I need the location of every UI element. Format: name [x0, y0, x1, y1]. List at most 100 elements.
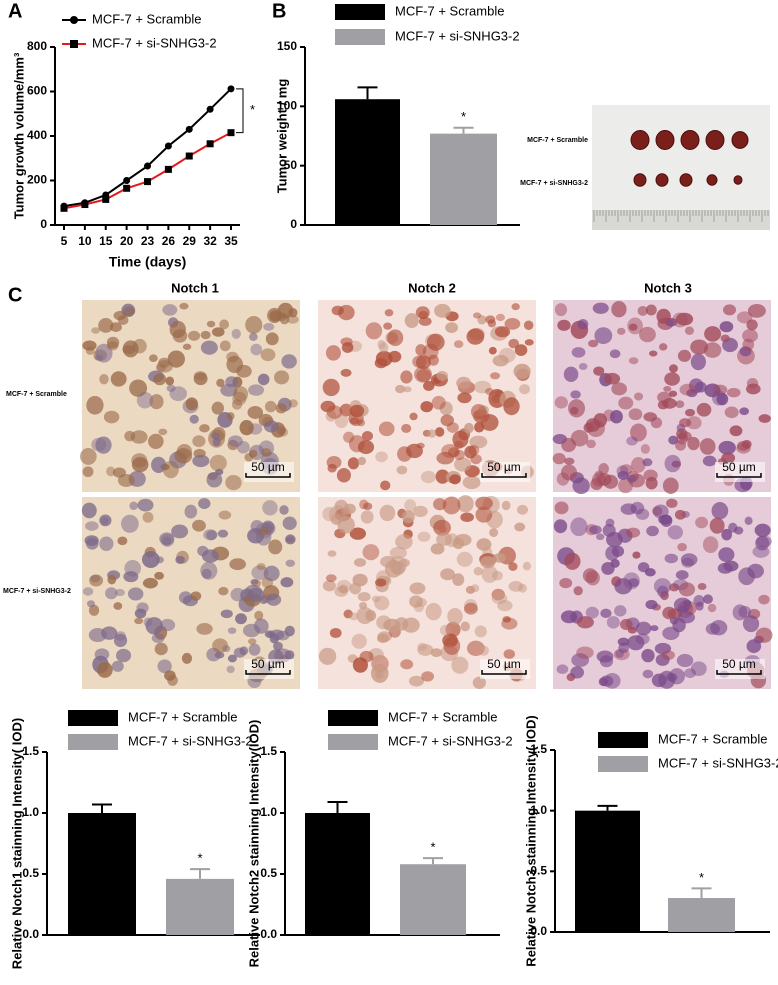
nucleus — [596, 650, 614, 663]
nucleus — [514, 522, 526, 532]
nucleus — [679, 418, 692, 428]
nucleus — [363, 502, 373, 511]
nucleus — [245, 315, 263, 334]
nucleus — [703, 342, 722, 358]
x-tick-label: 23 — [141, 234, 155, 248]
nucleus — [702, 455, 717, 467]
nucleus — [247, 406, 264, 419]
nucleus — [684, 408, 696, 417]
nucleus — [239, 419, 254, 436]
x-tick-label: 29 — [183, 234, 197, 248]
nucleus — [361, 430, 374, 442]
nucleus — [625, 527, 641, 538]
scale-bar-label: 50 µm — [722, 460, 756, 474]
nucleus — [106, 341, 119, 351]
nucleus — [631, 457, 646, 473]
nucleus — [347, 457, 360, 470]
nucleus — [657, 400, 669, 410]
photo-row-label: MCF-7 + Scramble — [527, 137, 588, 144]
nucleus — [357, 592, 371, 602]
nucleus — [606, 531, 623, 548]
nucleus — [571, 653, 590, 668]
nucleus — [460, 512, 474, 522]
nucleus — [493, 552, 506, 563]
nucleus — [153, 373, 167, 386]
nucleus — [282, 516, 297, 531]
nucleus — [620, 503, 637, 515]
nucleus — [618, 396, 634, 410]
nucleus — [620, 618, 633, 631]
nucleus — [516, 504, 529, 515]
nucleus — [600, 608, 612, 619]
nucleus — [113, 633, 128, 648]
nucleus — [436, 451, 455, 465]
nucleus — [490, 372, 501, 380]
y-axis-label: Tumor growth volume/mm³ — [11, 52, 26, 219]
nucleus — [707, 603, 717, 613]
nucleus — [473, 566, 483, 576]
nucleus — [746, 319, 758, 331]
nucleus — [729, 425, 743, 437]
point — [206, 105, 214, 113]
nucleus — [523, 320, 534, 331]
nucleus — [604, 372, 621, 385]
nucleus — [436, 532, 453, 546]
nucleus — [445, 621, 461, 638]
nucleus — [201, 549, 219, 563]
nucleus — [417, 531, 431, 542]
nucleus — [357, 456, 367, 466]
y-tick-label: 0.0 — [22, 927, 39, 941]
nucleus — [485, 388, 494, 396]
nucleus — [233, 386, 249, 402]
nucleus — [717, 562, 733, 574]
nucleus — [129, 501, 138, 511]
legend-label: MCF-7 + Scramble — [128, 709, 237, 724]
y-tick-label: 0.5 — [530, 864, 547, 878]
nucleus — [709, 517, 725, 534]
nucleus — [746, 639, 762, 654]
nucleus — [218, 586, 229, 596]
panel-label: B — [272, 0, 286, 22]
nucleus — [217, 529, 229, 538]
nucleus — [489, 528, 499, 538]
nucleus — [552, 453, 566, 465]
nucleus — [378, 421, 395, 437]
nucleus — [755, 535, 772, 548]
nucleus — [409, 595, 423, 608]
nucleus — [136, 391, 154, 409]
nucleus — [86, 395, 104, 415]
nucleus — [129, 379, 148, 397]
nucleus — [447, 607, 463, 625]
nucleus — [519, 384, 530, 395]
nucleus — [664, 553, 678, 564]
nucleus — [206, 530, 217, 541]
nucleus — [122, 345, 136, 355]
legend-swatch — [328, 710, 378, 726]
nucleus — [570, 390, 581, 399]
tumor — [633, 173, 647, 187]
x-tick-label: 35 — [224, 234, 238, 248]
error-bar — [92, 803, 112, 813]
nucleus — [190, 591, 202, 601]
nucleus — [662, 606, 676, 620]
nucleus — [702, 536, 719, 554]
nucleus — [425, 602, 442, 621]
nucleus — [117, 536, 128, 546]
nucleus — [501, 617, 518, 630]
nucleus — [416, 442, 425, 449]
nucleus — [248, 449, 258, 458]
nucleus — [256, 562, 266, 571]
nucleus — [81, 502, 97, 519]
nucleus — [162, 460, 179, 479]
nucleus — [216, 378, 225, 388]
nucleus — [375, 670, 384, 680]
nucleus — [134, 617, 144, 625]
nucleus — [387, 329, 404, 347]
point — [81, 201, 89, 209]
nucleus — [151, 456, 167, 474]
y-tick-label: 400 — [27, 128, 47, 142]
nucleus — [412, 355, 427, 368]
nucleus — [433, 519, 451, 536]
nucleus — [149, 394, 164, 410]
nucleus — [440, 414, 455, 427]
